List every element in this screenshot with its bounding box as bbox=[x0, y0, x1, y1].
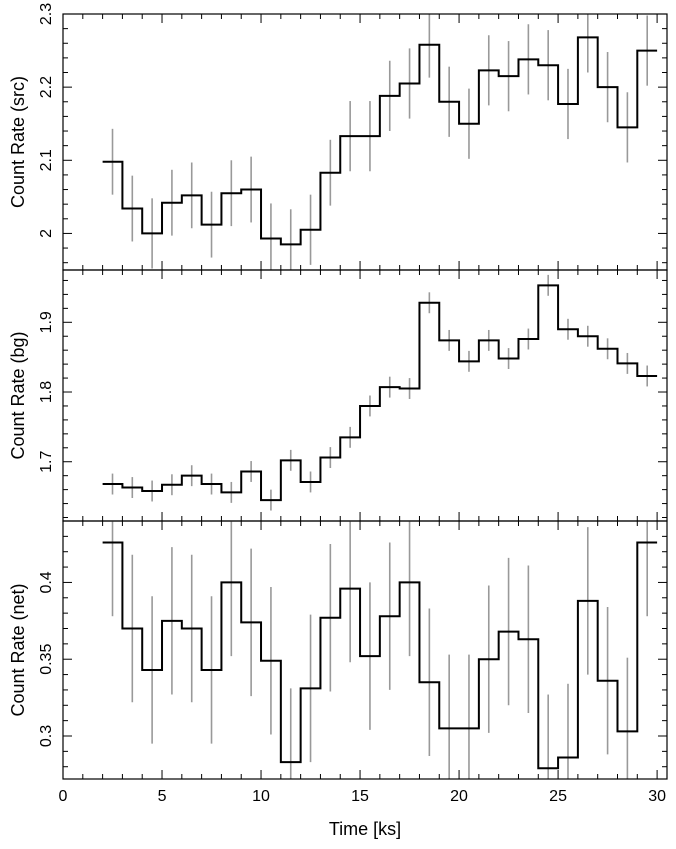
panel-frame-src bbox=[62, 13, 668, 271]
x-tick-label: 30 bbox=[648, 788, 666, 805]
panel-frame-net bbox=[62, 520, 668, 780]
step-line-src bbox=[102, 36, 658, 246]
y-tick-label-bg: 1.8 bbox=[38, 381, 55, 403]
x-tick-label: 5 bbox=[158, 788, 167, 805]
x-tick-label: 0 bbox=[59, 788, 68, 805]
y-tick-label-src: 2.2 bbox=[38, 76, 55, 98]
x-axis-title: Time [ks] bbox=[329, 819, 401, 839]
y-tick-label-bg: 1.9 bbox=[38, 311, 55, 333]
y-axis-title-bg: Count Rate (bg) bbox=[8, 331, 28, 459]
y-tick-label-src: 2.1 bbox=[38, 149, 55, 171]
x-tick-label: 25 bbox=[549, 788, 567, 805]
step-line-bg bbox=[102, 284, 658, 502]
step-line-net bbox=[102, 541, 658, 770]
x-tick-label: 15 bbox=[351, 788, 369, 805]
panel-frame-bg bbox=[62, 269, 668, 522]
y-axis-title-net: Count Rate (net) bbox=[8, 583, 28, 716]
y-tick-label-src: 2.3 bbox=[38, 3, 55, 25]
y-tick-label-net: 0.35 bbox=[38, 644, 55, 675]
y-axis-title-src: Count Rate (src) bbox=[8, 76, 28, 208]
x-tick-label: 20 bbox=[450, 788, 468, 805]
y-tick-label-bg: 1.7 bbox=[38, 451, 55, 473]
y-tick-label-net: 0.3 bbox=[38, 725, 55, 747]
y-tick-label-net: 0.4 bbox=[38, 571, 55, 593]
x-tick-label: 10 bbox=[252, 788, 270, 805]
y-tick-label-src: 2 bbox=[38, 229, 55, 238]
